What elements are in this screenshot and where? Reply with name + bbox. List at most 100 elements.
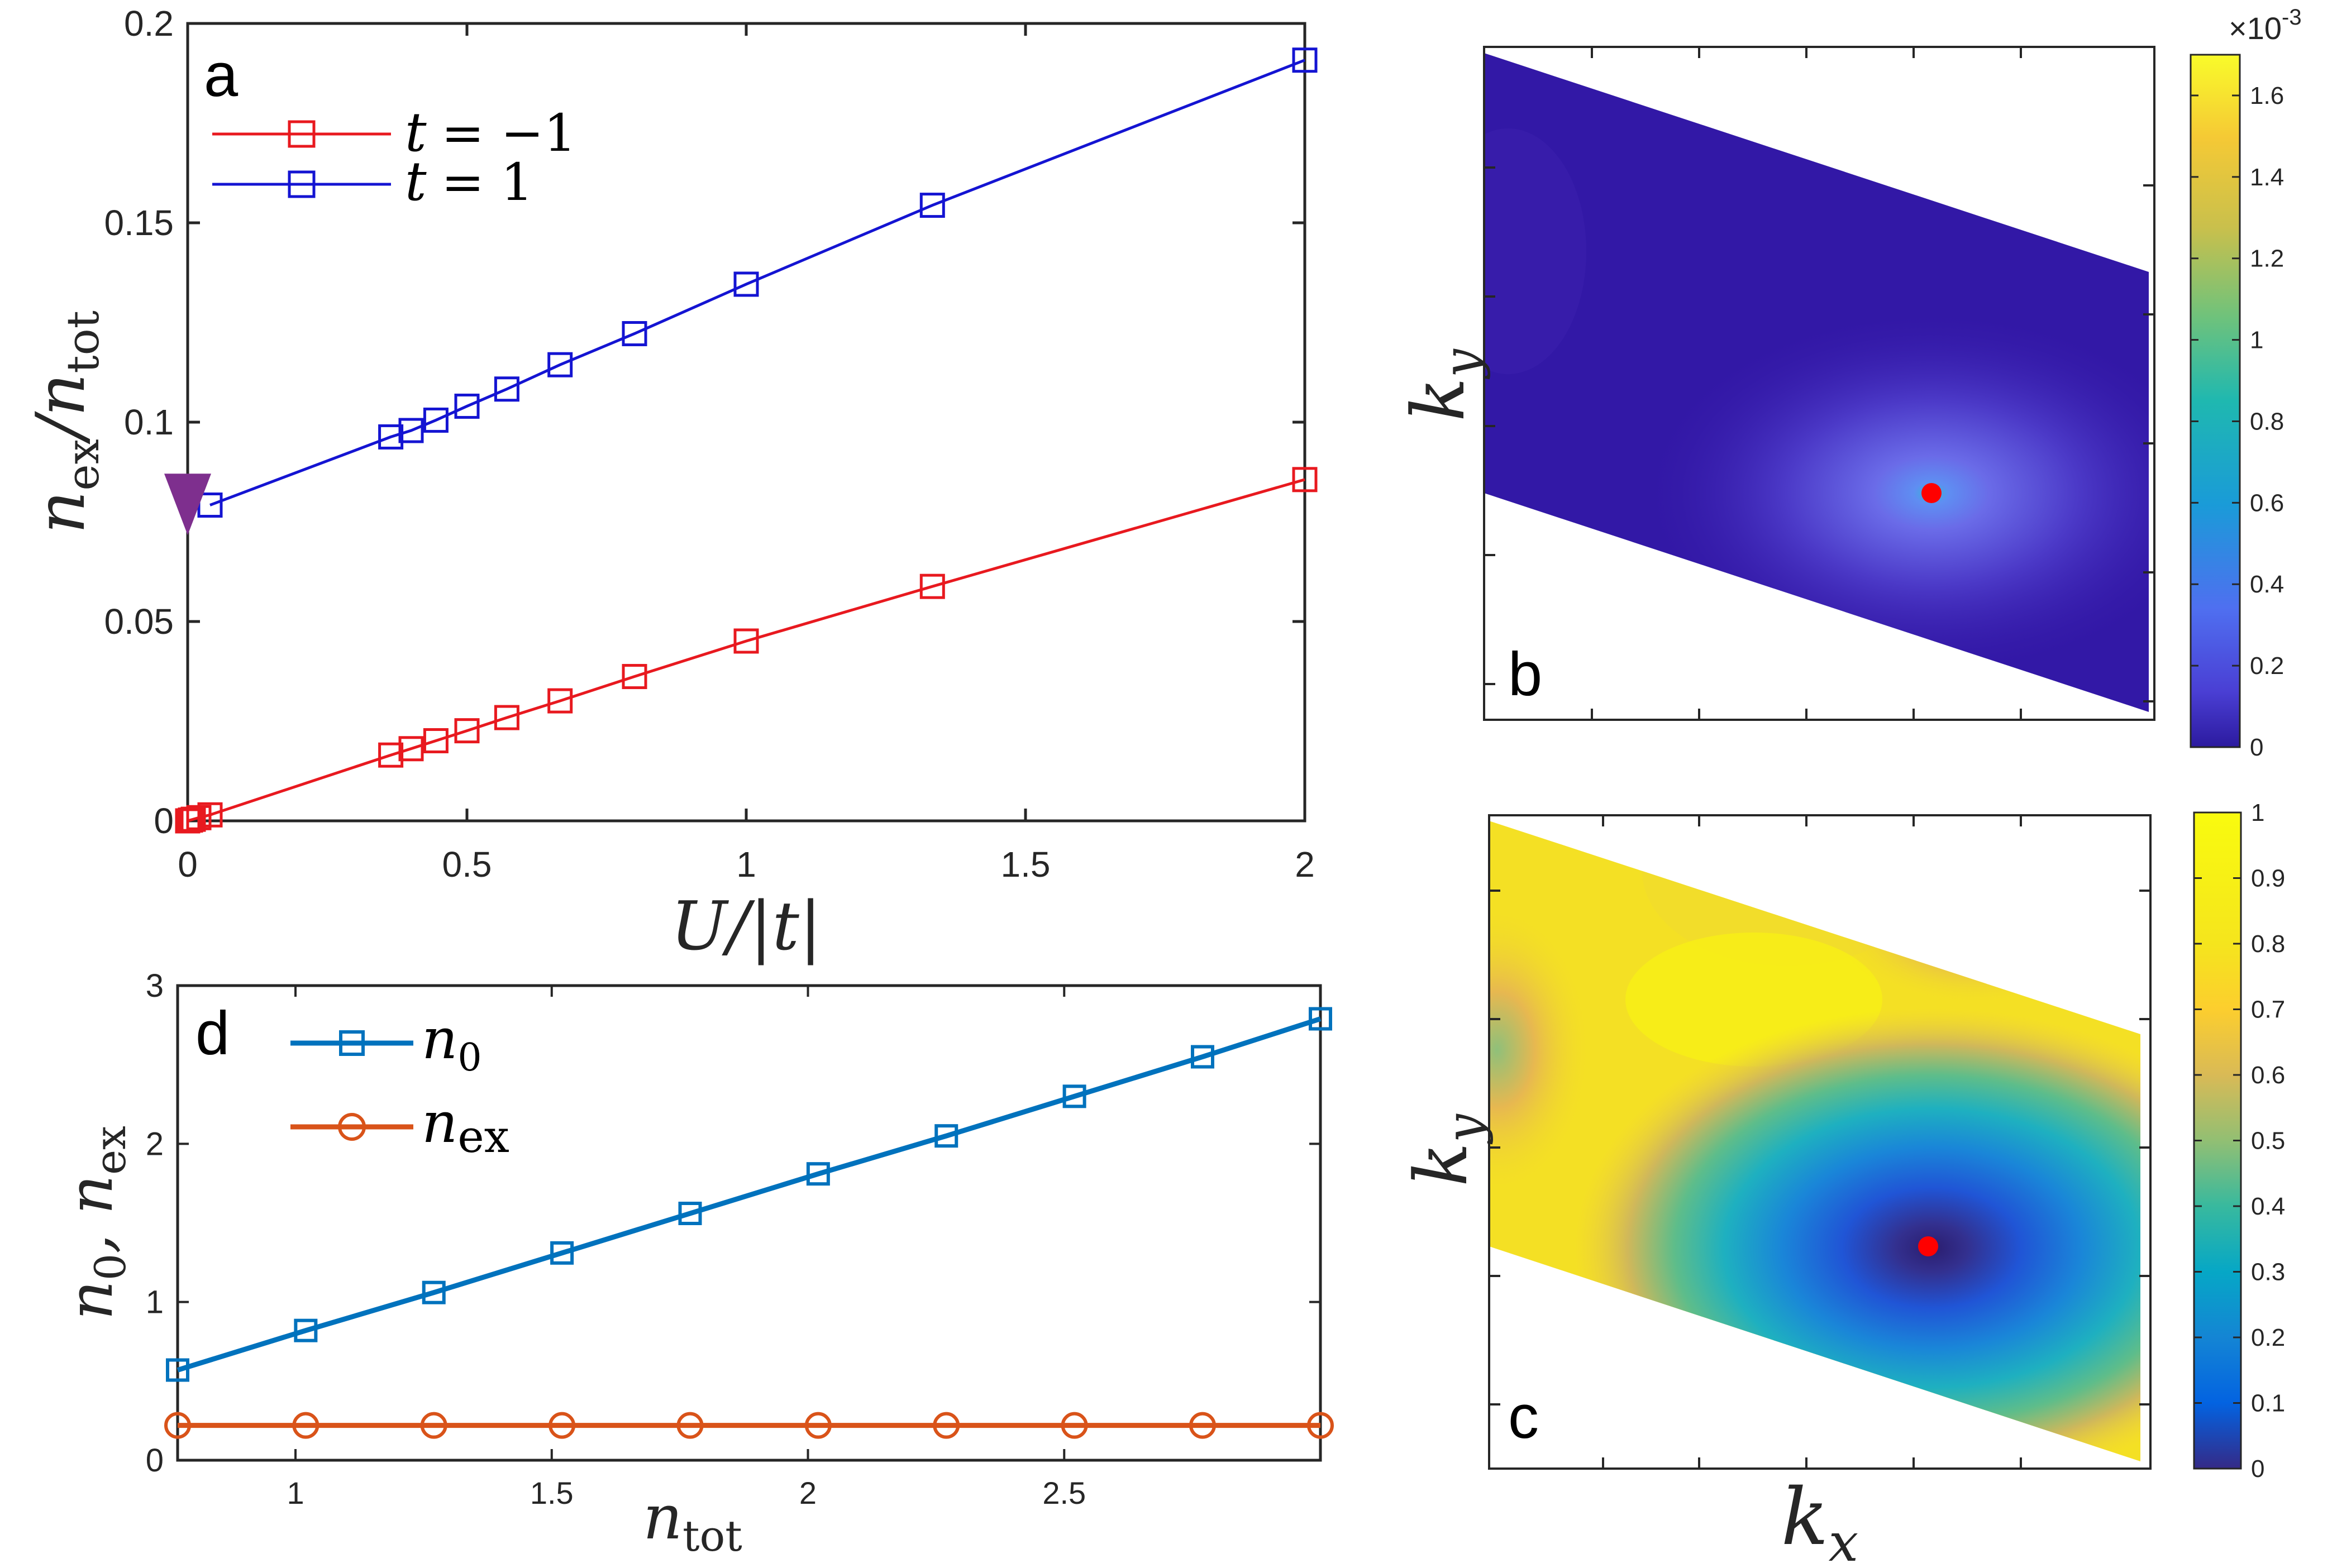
a-series-1-point (494, 376, 519, 402)
a-series-0-point (622, 664, 647, 690)
legend-a-blue-marker (288, 170, 316, 198)
d-series-1-point (933, 1412, 960, 1439)
panel-c-xlabel: kx (1781, 1472, 1858, 1568)
c-xlabel-sub: x (1829, 1512, 1859, 1568)
a-series-line-1 (209, 59, 1305, 506)
d-series-1-point (164, 1412, 191, 1439)
a-series-line-0 (187, 478, 1305, 823)
cb-tick-label: 0.4 (2251, 1193, 2285, 1220)
d-series-0-point (166, 1358, 189, 1382)
d-series-0-point (934, 1124, 958, 1148)
cb-tick-label: 0.8 (2250, 408, 2284, 435)
panel-b-ylabel: ky (1396, 348, 1491, 422)
panel-b: b ky 0 0.2 0.4 0.6 0.8 1 1.2 1.4 1.6 ×10-3 (1396, 5, 2302, 761)
d-series-1-point (676, 1412, 704, 1439)
a-ytick-label: 0 (154, 801, 174, 841)
d-xtick-label: 1 (287, 1475, 304, 1510)
d-series-1-point (292, 1412, 319, 1439)
panel-a-legend: t = −1 t = 1 (212, 101, 576, 213)
d-series-1-point (804, 1412, 832, 1439)
b-ylabel-k: k (1396, 377, 1481, 422)
d-series-0-point (422, 1280, 446, 1304)
panel-b-heatmap (1484, 53, 2149, 712)
legend-d-n0-sub: 0 (457, 1036, 481, 1080)
panel-b-axes-box (1483, 46, 2155, 721)
a-xtick-label: 1 (736, 844, 756, 885)
panel-a-xlabel: U/|t| (671, 888, 822, 965)
panel-c-axes-box (1488, 814, 2152, 1470)
panel-c: c ky kx 00.10.20.30.40.50.60.70.80.91 (1399, 799, 2285, 1568)
d-ytick-label: 3 (146, 968, 164, 1004)
cb-tick-label: 1 (2251, 799, 2264, 826)
a-series-0-point (494, 705, 519, 730)
panel-c-colorbar: 0 0.1 0.2 0.3 0.4 0.5 0.6 0.7 0.8 0.9 1 (2193, 799, 2285, 1483)
cb-tick-label: 0.6 (2250, 489, 2284, 517)
panel-c-peak-dot (1918, 1236, 1938, 1256)
d-series-1-point (1189, 1412, 1216, 1439)
d-ylabel-n0: n (55, 1280, 126, 1320)
panel-a-tick-labels: 0 0.5 1 1.5 2 0 0.05 0.1 0.15 0.2 (104, 3, 1314, 885)
cb-tick-label: 1 (2250, 327, 2263, 354)
a-series-0-point (197, 802, 223, 828)
d-series-line-0 (177, 1016, 1322, 1373)
panel-a-ticks (186, 22, 1306, 823)
d-series-0-point (1062, 1084, 1086, 1108)
a-series-1-point (378, 424, 404, 450)
a-series-1-point (547, 352, 573, 377)
a-series-1-point (733, 271, 759, 297)
cb-tick-label: 1.4 (2250, 164, 2284, 191)
colorbar-b-fill (2190, 54, 2241, 748)
legend-d-nex-sub: ex (457, 1111, 509, 1163)
legend-a-blue-lhs: t (405, 150, 427, 213)
a-xtick-label: 0 (178, 844, 198, 885)
a-series-1-point (454, 393, 480, 419)
a-series-0-point (733, 628, 759, 654)
panel-c-label: c (1508, 1383, 1539, 1451)
c-ylabel-sub: y (1435, 1113, 1494, 1145)
panel-d-ticks (178, 984, 1320, 1461)
legend-a-blue-text: = 1 (441, 152, 533, 212)
panel-d-xlabel: ntot (643, 1481, 742, 1561)
cb-tick-label: 0.7 (2251, 996, 2285, 1024)
legend-d-n0-text: n0 (422, 1006, 482, 1080)
d-ytick-label: 2 (146, 1126, 164, 1162)
panel-a-label: a (204, 41, 239, 109)
colorbar-b-exponent-base: ×10 (2229, 11, 2282, 46)
a-xtick-label: 1.5 (1001, 844, 1051, 885)
cb-tick-label: 0.2 (2250, 652, 2284, 680)
legend-a-red-text: = −1 (441, 103, 576, 163)
legend-a-red-lhs: t (405, 101, 427, 164)
a-series-1-point (919, 193, 945, 218)
svg-text:ky: ky (1396, 348, 1491, 422)
a-ytick-label: 0.1 (124, 402, 174, 442)
panel-a-series (164, 47, 1318, 834)
a-ylabel-ex: ex (57, 439, 109, 490)
a-series-0-point (547, 688, 573, 714)
d-xtick-label: 1.5 (530, 1475, 574, 1510)
d-ytick-label: 1 (146, 1284, 164, 1321)
d-ylabel-ex: ex (85, 1126, 135, 1175)
panel-c-ylabel: ky (1399, 1113, 1494, 1187)
d-series-0-point (678, 1202, 702, 1225)
a-ylabel-n: n (22, 491, 100, 534)
panel-a: 0 0.5 1 1.5 200.050.10.150.2 a t = −1 t = 1 … (22, 3, 1318, 965)
d-series-1-point (1307, 1412, 1334, 1439)
a-series-0-point (423, 728, 449, 753)
d-ytick-label: 0 (146, 1442, 164, 1479)
panel-d-tick-labels: 1 1.5 2 2.5 0 1 2 3 (146, 968, 1086, 1510)
panel-b-peak-dot (1921, 483, 1942, 503)
a-ytick-label: 0.15 (104, 203, 174, 243)
a-series-1-point (423, 407, 449, 433)
a-series-0-point (378, 742, 404, 768)
colorbar-b-ticks: 0 0.2 0.4 0.6 0.8 1 1.2 1.4 1.6 (2191, 82, 2284, 761)
c-xlabel-k: k (1781, 1472, 1829, 1563)
a-xtick-label: 2 (1295, 844, 1315, 885)
a-series-0-point (398, 736, 424, 762)
panel-d-label: d (195, 999, 230, 1068)
cb-tick-label: 0 (2250, 734, 2263, 761)
a-series-0-point (454, 718, 480, 744)
panel-a-ylabel: nex/ntot (22, 310, 109, 534)
a-series-1-point (622, 321, 647, 346)
